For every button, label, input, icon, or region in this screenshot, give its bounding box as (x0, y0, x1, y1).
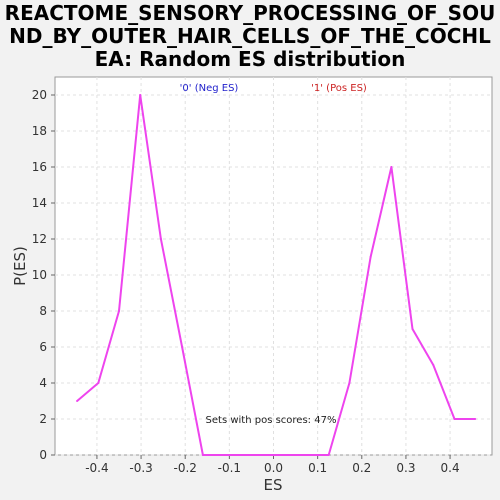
data-point (265, 454, 267, 456)
data-point (118, 310, 120, 312)
y-axis-label: P(ES) (11, 246, 29, 286)
legend-pos-es: '1' (Pos ES) (311, 83, 367, 94)
data-point (412, 328, 414, 330)
data-point (160, 238, 162, 240)
data-point (348, 382, 350, 384)
y-tick-label: 0 (39, 448, 47, 462)
data-point (286, 454, 288, 456)
data-point (139, 94, 141, 96)
x-tick-label: -0.1 (218, 461, 241, 475)
x-tick-label: 0.4 (441, 461, 460, 475)
y-tick-label: 18 (32, 124, 47, 138)
data-point (181, 346, 183, 348)
data-point (432, 364, 434, 366)
x-axis-label: ES (264, 476, 283, 494)
data-point (244, 454, 246, 456)
data-point (223, 454, 225, 456)
data-point (453, 418, 455, 420)
y-tick-label: 20 (32, 88, 47, 102)
y-tick-label: 10 (32, 268, 47, 282)
data-point (76, 400, 78, 402)
data-point (202, 454, 204, 456)
y-tick-label: 12 (32, 232, 47, 246)
x-tick-label: 0.1 (308, 461, 327, 475)
x-tick-label: 0.3 (396, 461, 415, 475)
y-tick-label: 16 (32, 160, 47, 174)
y-tick-label: 6 (39, 340, 47, 354)
legend-neg-es: '0' (Neg ES) (180, 83, 239, 94)
y-tick-label: 8 (39, 304, 47, 318)
y-tick-label: 14 (32, 196, 47, 210)
data-point (97, 382, 99, 384)
data-point (474, 418, 476, 420)
y-tick-label: 4 (39, 376, 47, 390)
x-tick-label: 0.2 (352, 461, 371, 475)
pos-score-annotation: Sets with pos scores: 47% (206, 415, 337, 426)
data-point (307, 454, 309, 456)
data-point (390, 166, 392, 168)
data-point (370, 256, 372, 258)
x-tick-label: 0.0 (264, 461, 283, 475)
x-tick-label: -0.4 (85, 461, 108, 475)
x-tick-label: -0.2 (174, 461, 197, 475)
data-point (328, 454, 330, 456)
x-tick-label: -0.3 (129, 461, 152, 475)
y-tick-label: 2 (39, 412, 47, 426)
